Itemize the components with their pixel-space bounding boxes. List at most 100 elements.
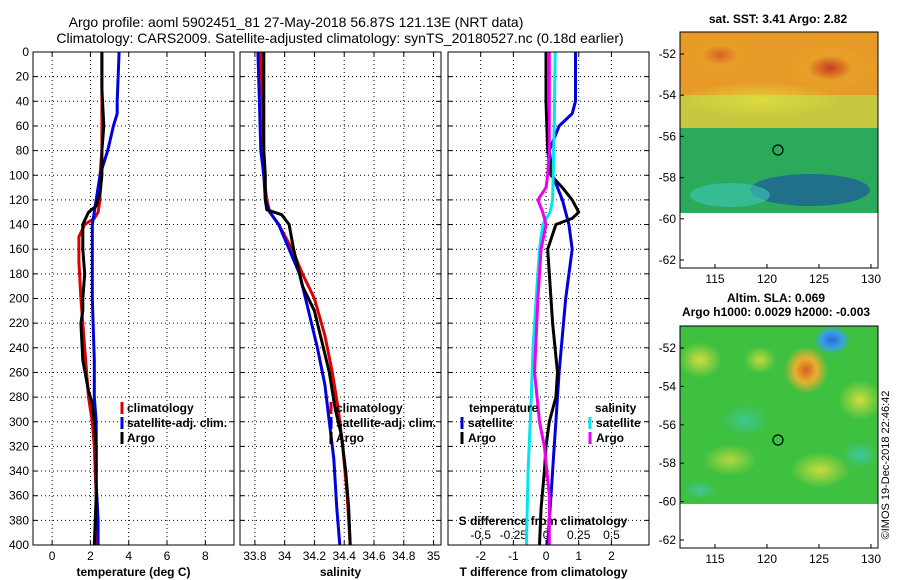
- x-tick-label: 34.4: [333, 549, 357, 563]
- series-argo: [262, 52, 352, 546]
- y-tick-label: 280: [9, 390, 29, 404]
- sla-high-anomaly: [784, 346, 828, 394]
- sla-argo-marker: [772, 434, 784, 446]
- y-tick-label: 100: [9, 168, 29, 182]
- sla-yellow-1: [678, 342, 722, 378]
- y-tick-label: 340: [9, 464, 29, 478]
- y-tick-label: 20: [16, 70, 30, 84]
- y-tick-label: 180: [9, 267, 29, 281]
- sla-frame: [679, 325, 879, 549]
- sla-title-2: Argo h1000: 0.0029 h2000: -0.003: [682, 305, 870, 319]
- legend-label-t-argo: Argo: [468, 431, 496, 445]
- header-line-2: Climatology: CARS2009. Satellite-adjuste…: [56, 30, 623, 46]
- sla-low-anomaly: [814, 326, 850, 354]
- map-x-tick-label: 130: [861, 552, 881, 566]
- y-tick-label: 300: [9, 415, 29, 429]
- map-y-tick-label: -54: [659, 379, 677, 393]
- x-tick-label: 8: [202, 549, 209, 563]
- y-tick-label: 380: [9, 513, 29, 527]
- map-y-tick-label: -54: [659, 88, 677, 102]
- y-tick-label: 0: [22, 45, 29, 59]
- x-tick-label: 1: [575, 549, 582, 563]
- panel-difference: -2 -1 0 1 2 S difference from climatology-0,5…: [447, 51, 650, 579]
- plot-frame: [239, 51, 442, 546]
- sla-no-data: [680, 504, 878, 548]
- legend-title-temperature: temperature: [469, 401, 539, 415]
- map-x-tick-label: 125: [809, 272, 829, 286]
- map-x-tick-label: 125: [809, 552, 829, 566]
- sst-warm-patch: [680, 33, 760, 77]
- legend-label-satellite: satellite-adj. clim.: [127, 416, 227, 430]
- map-y-tick-label: -52: [659, 341, 677, 355]
- sst-warm-core: [780, 40, 880, 96]
- legend-label-satellite: satellite-adj. clim.: [336, 416, 436, 430]
- sla-cyan-2: [842, 441, 878, 469]
- legend-label-climatology: climatology: [336, 401, 403, 415]
- legend-label-climatology: climatology: [127, 401, 194, 415]
- x-axis-label: T difference from climatology: [459, 565, 627, 579]
- sla-yellow-5: [702, 444, 758, 476]
- map-y-tick-label: -60: [659, 212, 677, 226]
- sst-yellow-band: [680, 82, 840, 118]
- y-tick-label: 200: [9, 292, 29, 306]
- y-tick-label: 160: [9, 242, 29, 256]
- sla-cyan-3: [682, 480, 718, 500]
- map-y-tick-label: -58: [659, 171, 677, 185]
- x2-tick-label: -0,5: [470, 528, 491, 542]
- x-tick-label: 0: [49, 549, 56, 563]
- map-x-tick-label: 115: [705, 272, 724, 286]
- panel-temperature: 0204060801001201401601802002202402602803…: [9, 45, 235, 579]
- difference-legend: temperature satellite Argo salinity sate…: [460, 401, 641, 445]
- x-axis-label: salinity: [320, 565, 362, 579]
- sst-blue-noise: [750, 174, 870, 206]
- credit-text: ©IMOS 19-Dec-2018 22:46:42: [880, 391, 892, 540]
- sla-yellow-3: [838, 380, 882, 420]
- x-tick-label: 4: [125, 549, 132, 563]
- series-s-satellite: [524, 51, 557, 546]
- y-tick-label: 320: [9, 439, 29, 453]
- y-tick-label: 220: [9, 316, 29, 330]
- sla-cyan-1: [721, 404, 769, 436]
- x2-tick-label: 0,5: [603, 528, 620, 542]
- legend-label-s-satellite: satellite: [596, 416, 641, 430]
- legend-title-salinity: salinity: [595, 401, 637, 415]
- legend-label-argo: Argo: [127, 431, 155, 445]
- sla-map: [678, 325, 882, 549]
- map-x-tick-label: 115: [705, 552, 724, 566]
- sla-yellow-4: [790, 452, 850, 488]
- sla-title-1: Altim. SLA: 0.069: [727, 291, 825, 305]
- x2-tick-label: -0.25: [500, 528, 528, 542]
- map-y-tick-label: -60: [659, 495, 677, 509]
- y-tick-label: 360: [9, 489, 29, 503]
- x-tick-label: -1: [508, 549, 519, 563]
- x-tick-label: 34.2: [303, 549, 327, 563]
- map-x-tick-label: 120: [757, 272, 777, 286]
- series-s-argo: [533, 52, 551, 545]
- map-y-tick-label: -58: [659, 456, 677, 470]
- y-tick-label: 40: [16, 94, 30, 108]
- x-tick-label: 33.8: [243, 549, 267, 563]
- series-t-satellite: [546, 52, 577, 546]
- x2-tick-label: 0.25: [567, 528, 591, 542]
- plot-frame: [447, 51, 650, 546]
- map-y-tick-label: -62: [659, 533, 677, 547]
- x-tick-label: 35: [427, 549, 441, 563]
- x-tick-label: 2: [87, 549, 94, 563]
- x-axis-label: temperature (deg C): [76, 565, 190, 579]
- sst-frame: [679, 31, 879, 269]
- legend-label-t-satellite: satellite: [468, 416, 513, 430]
- legend-label-argo: Argo: [336, 431, 364, 445]
- sst-map: [679, 31, 880, 269]
- series-argo: [79, 52, 106, 546]
- x-tick-label: 34: [278, 549, 292, 563]
- sst-argo-marker: [772, 144, 784, 156]
- y-tick-label: 260: [9, 365, 29, 379]
- sla-yellow-2: [744, 346, 776, 374]
- map-x-tick-label: 120: [757, 552, 777, 566]
- map-x-tick-label: 130: [861, 272, 881, 286]
- map-y-tick-label: -52: [659, 47, 677, 61]
- y-tick-label: 80: [16, 144, 30, 158]
- sst-cyan-noise: [690, 183, 770, 207]
- salinity-legend: climatology satellite-adj. clim. Argo: [329, 401, 436, 445]
